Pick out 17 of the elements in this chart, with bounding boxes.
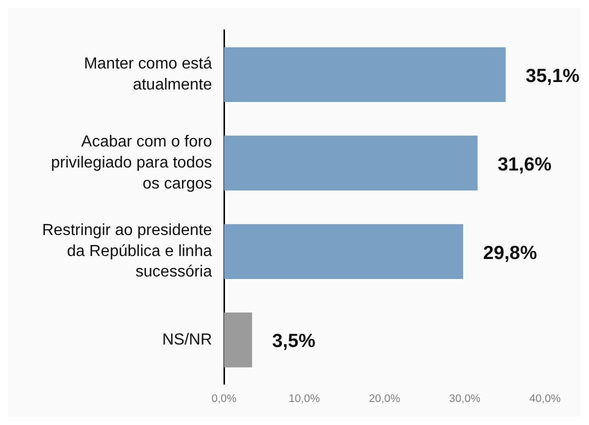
data-label: 31,6% xyxy=(498,154,552,176)
x-tick-label: 0,0% xyxy=(211,392,237,405)
y-tick-label: Acabar com o foro privilegiado para todos os cargos xyxy=(51,134,212,192)
bar xyxy=(224,47,506,102)
y-tick-label: Restringir ao presidente da República e linha sucessória xyxy=(42,222,212,281)
data-label: 29,8% xyxy=(483,242,538,264)
y-tick-label: Manter como está atualmente xyxy=(84,56,212,94)
bar xyxy=(224,312,252,368)
data-label: 3,5% xyxy=(272,331,316,352)
x-tick-label: 30,0% xyxy=(449,392,481,405)
x-tick-label: 40,0% xyxy=(529,392,561,405)
x-tick-label: 10,0% xyxy=(288,392,320,405)
data-label: 35,1% xyxy=(526,66,580,87)
bar xyxy=(224,136,478,190)
y-tick-label: NS/NR xyxy=(162,331,212,348)
x-tick-label: 20,0% xyxy=(368,392,400,405)
bar xyxy=(224,224,464,279)
